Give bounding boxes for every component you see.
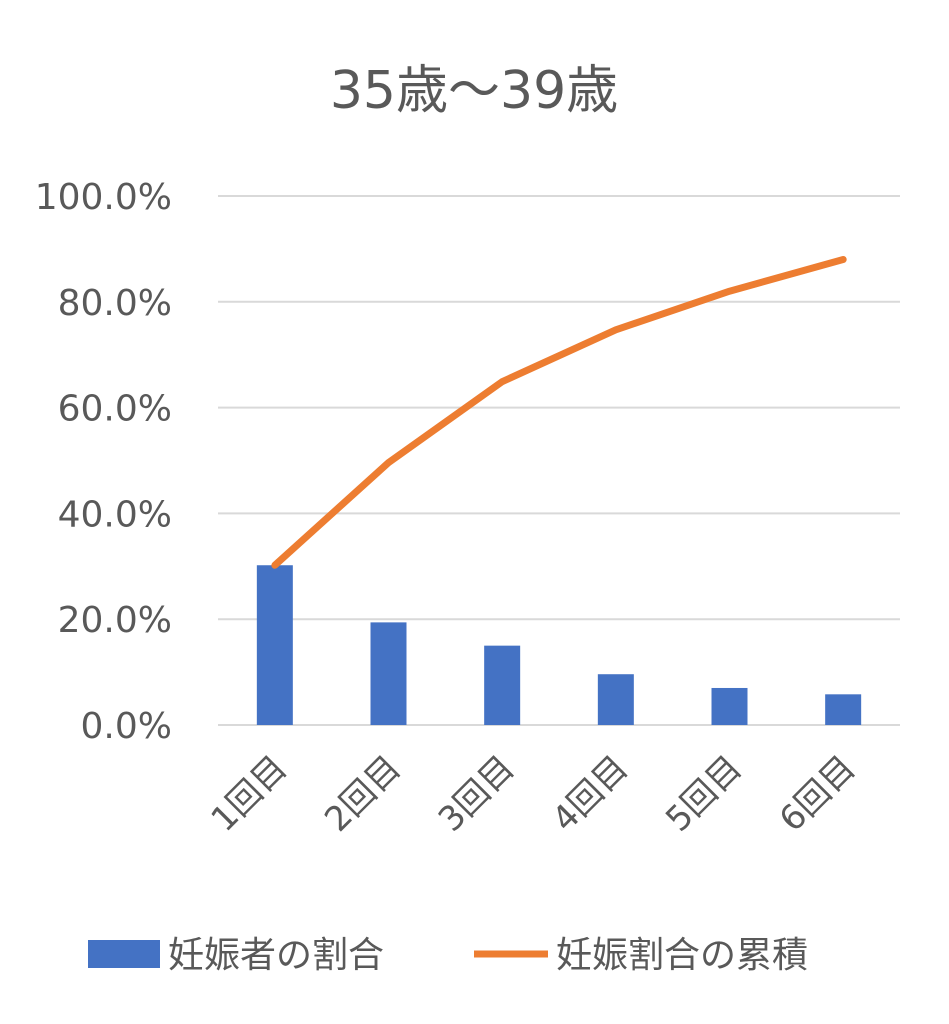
x-tick-label: 2回目 bbox=[317, 748, 409, 840]
y-tick-label: 60.0% bbox=[58, 389, 172, 430]
legend-label-line: 妊娠割合の累積 bbox=[556, 935, 808, 976]
bar bbox=[370, 622, 407, 725]
line-series bbox=[271, 255, 847, 569]
y-tick-label: 0.0% bbox=[81, 706, 172, 747]
x-tick-label: 4回目 bbox=[545, 748, 637, 840]
x-tick-label: 3回目 bbox=[431, 748, 523, 840]
y-tick-label: 20.0% bbox=[58, 600, 172, 641]
legend-label-bar: 妊娠者の割合 bbox=[168, 935, 384, 976]
y-tick-label: 100.0% bbox=[35, 177, 172, 218]
bar bbox=[484, 645, 521, 725]
x-tick-label: 1回目 bbox=[204, 748, 296, 840]
x-axis-tick-labels: 1回目 2回目 3回目 4回目 5回目 6回目 bbox=[204, 748, 864, 840]
bar bbox=[711, 687, 748, 725]
legend-swatch-bar bbox=[88, 940, 160, 968]
y-axis-tick-labels: 0.0% 20.0% 40.0% 60.0% 80.0% 100.0% bbox=[35, 177, 172, 747]
x-tick-label: 6回目 bbox=[772, 748, 864, 840]
y-tick-label: 40.0% bbox=[58, 494, 172, 535]
bar-series bbox=[256, 565, 862, 725]
bar bbox=[597, 674, 634, 725]
chart-title: 35歳～39歳 bbox=[330, 61, 618, 121]
y-tick-label: 80.0% bbox=[58, 283, 172, 324]
bar bbox=[256, 565, 293, 725]
x-tick-label: 5回目 bbox=[658, 748, 750, 840]
legend: 妊娠者の割合 妊娠割合の累積 bbox=[88, 935, 808, 976]
series-line bbox=[271, 255, 847, 569]
bar bbox=[825, 694, 862, 725]
